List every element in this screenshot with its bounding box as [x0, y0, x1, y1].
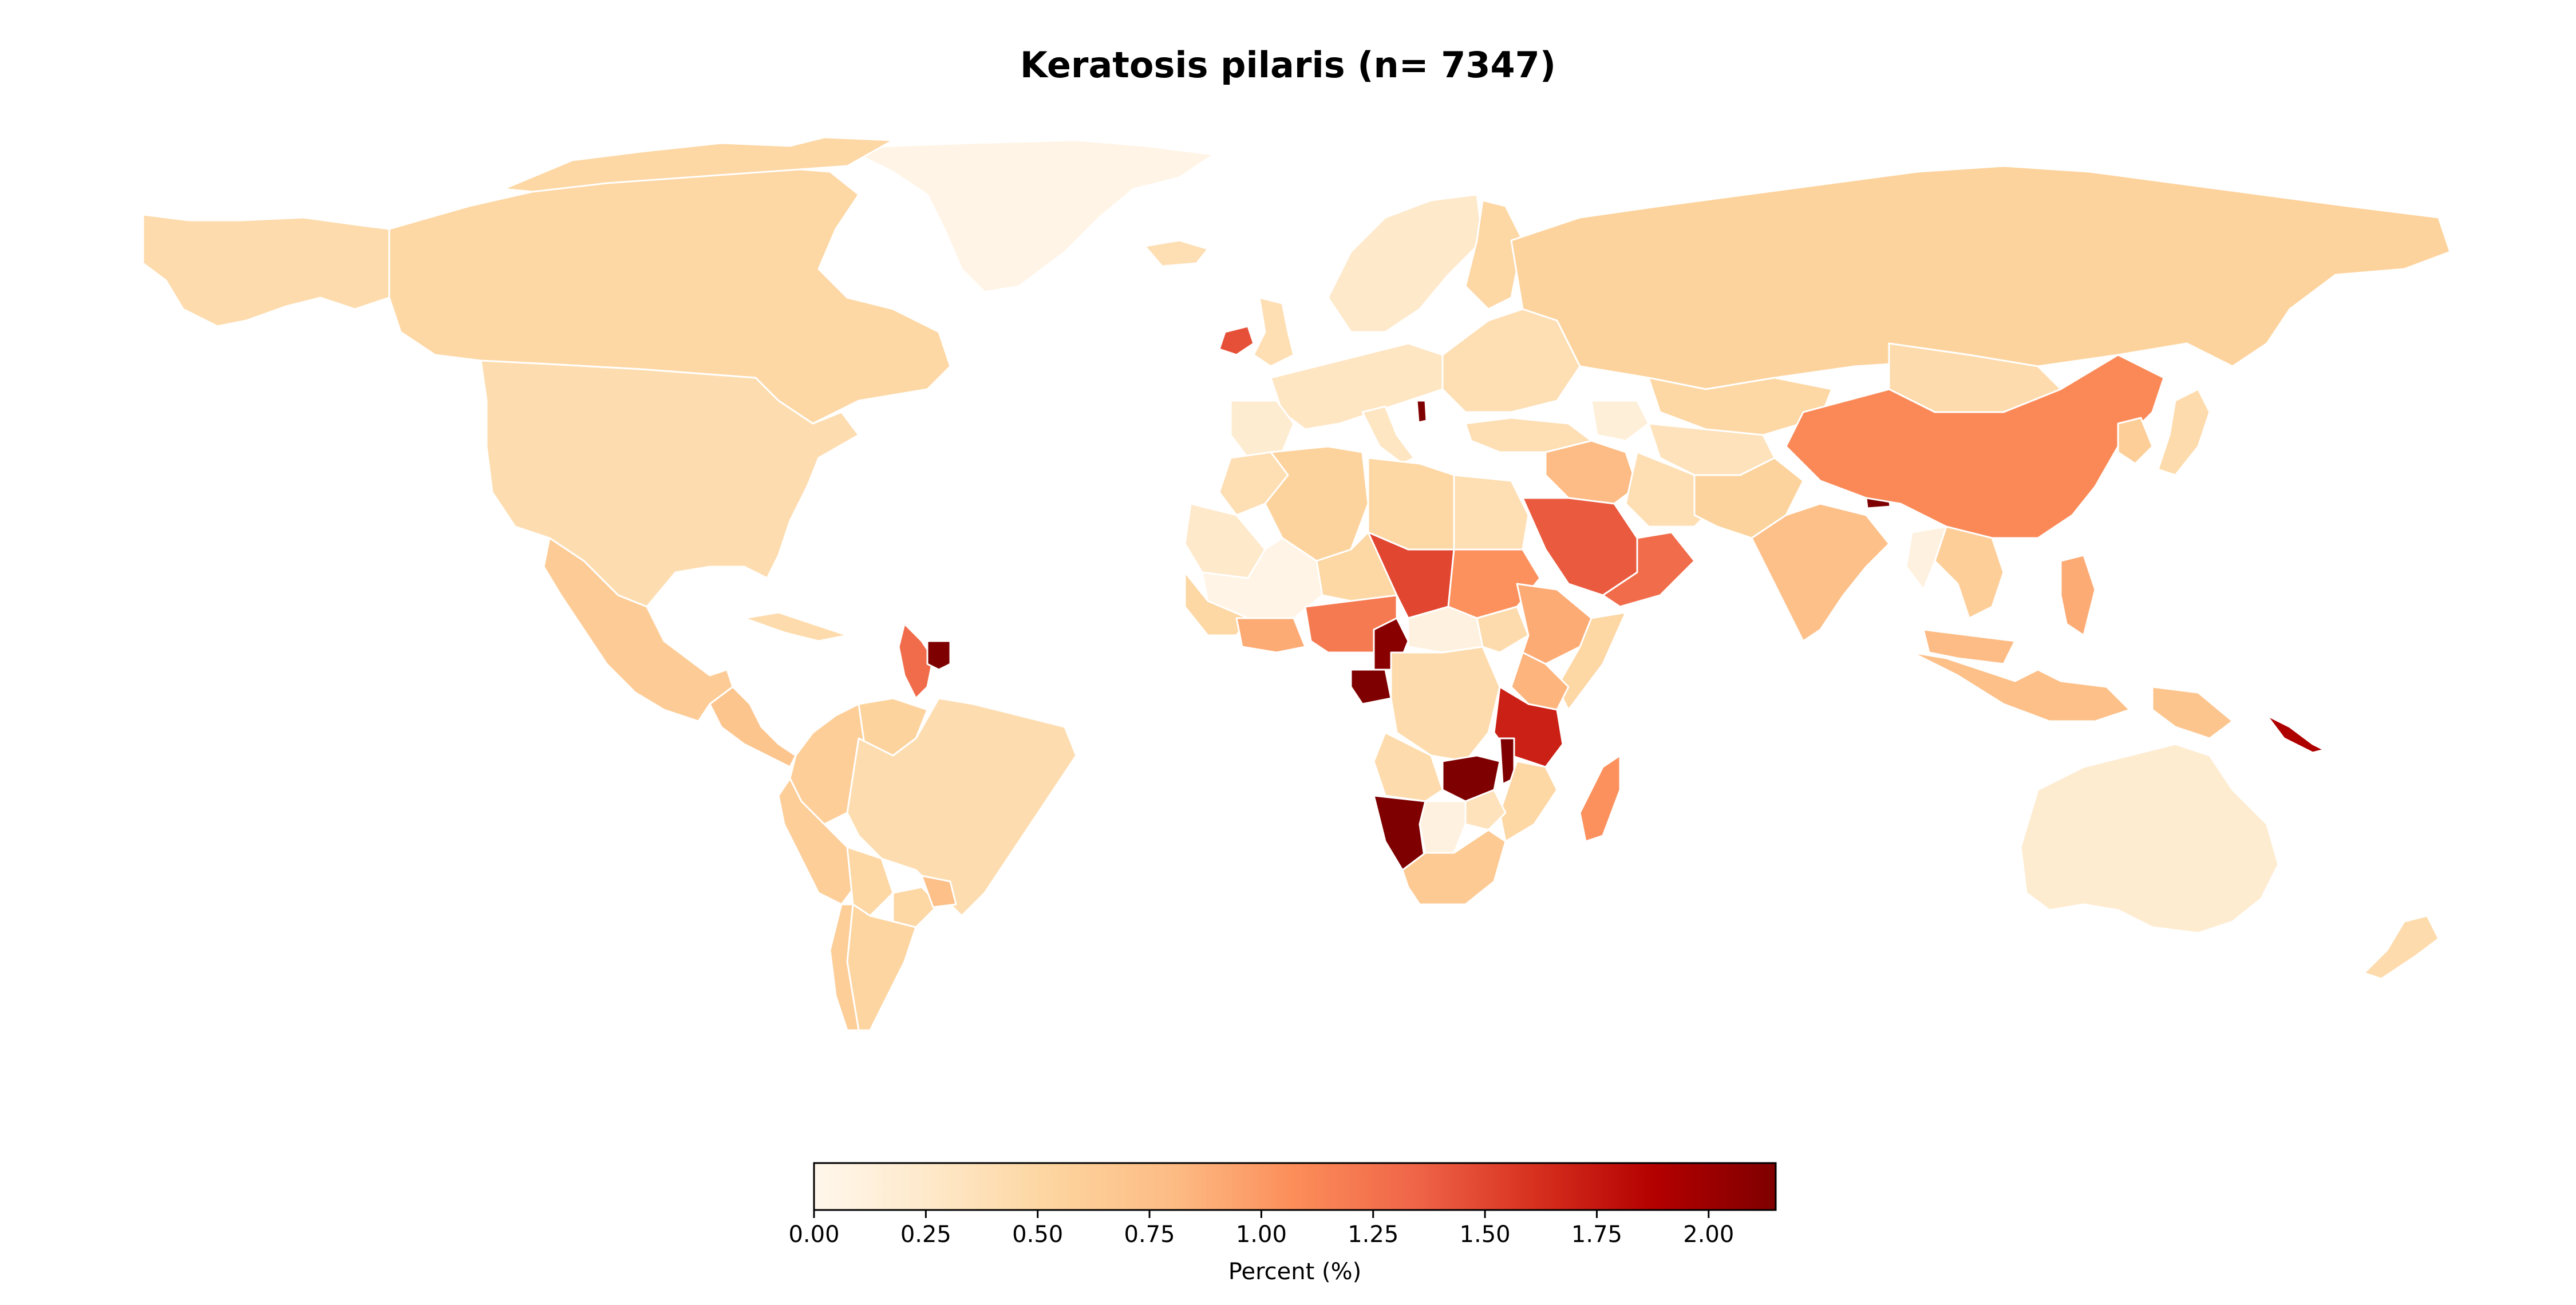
- region-uruguay: [920, 875, 957, 908]
- region-greenland: [846, 139, 1215, 293]
- region-botswana: [1419, 800, 1467, 854]
- region-russia: [1510, 165, 2451, 390]
- colorbar-tick-label: 0.75: [1124, 1221, 1175, 1248]
- region-caucasus: [1590, 400, 1650, 442]
- region-malaysia: [1922, 628, 2016, 665]
- region-italy: [1361, 405, 1415, 465]
- colorbar-gradient: [813, 1162, 1777, 1211]
- colorbar-tick-label: 0.25: [900, 1221, 951, 1248]
- colorbar-ticks: 0.00 0.25 0.50 0.75 1.00 1.25 1.50 1.75 2.00: [788, 1210, 1734, 1248]
- region-libya: [1367, 457, 1455, 551]
- region-korea: [2117, 417, 2154, 465]
- region-madagascar: [1579, 754, 1621, 843]
- world-map: [142, 136, 2451, 1031]
- region-japan: [2157, 388, 2211, 476]
- colorbar: 0.00 0.25 0.50 0.75 1.00 1.25 1.50 1.75 2.00 Per…: [788, 1162, 1777, 1285]
- colorbar-tick-label: 1.75: [1571, 1221, 1622, 1248]
- region-western-europe: [1270, 342, 1444, 430]
- region-thailand: [1905, 525, 1947, 591]
- region-usa: [480, 359, 860, 608]
- region-balkans-spot: [1416, 400, 1428, 424]
- region-ethiopia: [1516, 583, 1593, 665]
- region-new-zealand: [2363, 915, 2440, 980]
- region-gabon-eq: [1350, 669, 1392, 705]
- colorbar-tick-label: 2.00: [1683, 1221, 1734, 1248]
- region-oman-yemen: [1602, 531, 1696, 608]
- region-guyana-suriname: [898, 623, 934, 699]
- region-eastern-europe: [1441, 308, 1581, 413]
- region-finland: [1464, 199, 1524, 310]
- region-ireland: [1218, 325, 1255, 356]
- colorbar-tick-label: 0.50: [1012, 1221, 1063, 1248]
- region-india: [1751, 503, 1890, 642]
- region-saudi-arabia: [1522, 497, 1638, 596]
- region-canada-arctic: [503, 136, 894, 193]
- region-middle-east: [1544, 440, 1638, 505]
- region-alaska: [142, 213, 390, 327]
- colorbar-tick-label: 0.00: [788, 1221, 839, 1248]
- region-cuba: [743, 611, 848, 642]
- region-south-africa: [1401, 829, 1507, 905]
- region-indonesia: [1911, 651, 2131, 722]
- region-scandinavia: [1327, 193, 1484, 333]
- region-uk: [1253, 296, 1295, 367]
- colorbar-tick-label: 1.25: [1348, 1221, 1398, 1248]
- region-iceland: [1144, 239, 1209, 267]
- colorbar-tick-label: 1.50: [1460, 1221, 1511, 1248]
- colorbar-tick-label: 1.00: [1236, 1221, 1287, 1248]
- region-philippines: [2060, 554, 2096, 636]
- region-west-coast-africa: [1184, 571, 1249, 636]
- region-mauritania: [1184, 503, 1266, 579]
- region-egypt: [1453, 474, 1530, 551]
- region-southeast-asia: [1934, 525, 2005, 619]
- colorbar-label: Percent (%): [1228, 1259, 1361, 1285]
- region-png: [2151, 686, 2234, 739]
- region-solomon: [2266, 714, 2325, 754]
- region-bolivia: [846, 846, 894, 917]
- region-chile: [829, 903, 860, 1031]
- region-central-america: [709, 686, 797, 768]
- region-french-guiana: [926, 640, 951, 671]
- region-drc: [1390, 646, 1501, 762]
- region-south-sudan: [1476, 606, 1530, 654]
- region-australia: [2020, 743, 2279, 934]
- region-somalia: [1556, 611, 1627, 711]
- region-paraguay: [892, 886, 940, 928]
- map-title: Keratosis pilaris (n= 7347): [1020, 44, 1556, 86]
- region-china: [1785, 354, 2165, 539]
- region-ghana-ci: [1235, 617, 1306, 654]
